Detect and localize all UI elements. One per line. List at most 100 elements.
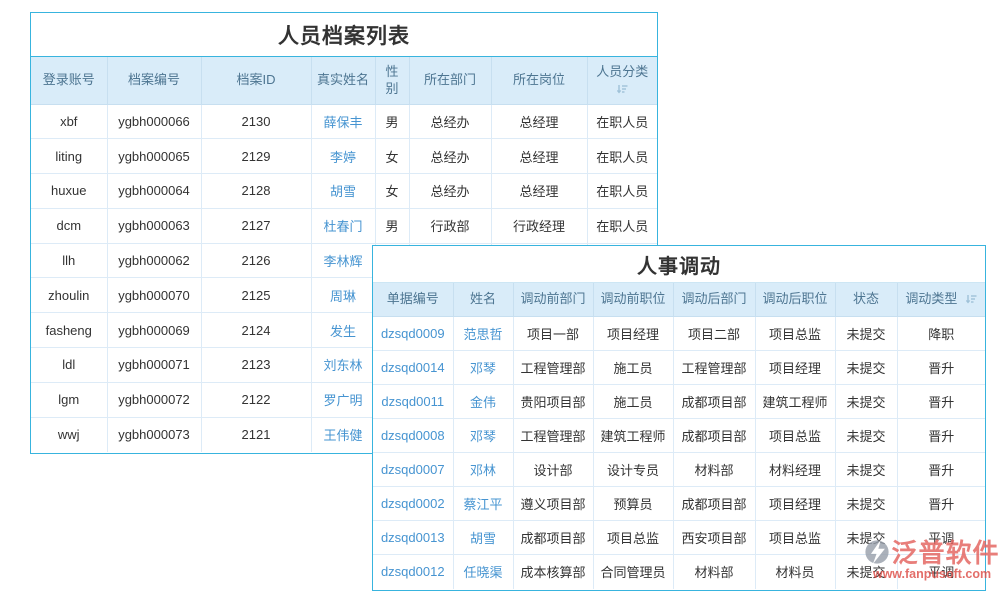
archive-table-row: xbf ygbh000066 2130 薛保丰 男 总经办 总经理 在职人员 — [31, 103, 657, 140]
transfer-table-row: dzsqd0014 邓琴 工程管理部 施工员 工程管理部 项目经理 未提交 晋升 — [373, 349, 985, 385]
cell-document-number-link[interactable]: dzsqd0002 — [373, 485, 454, 522]
col-header-department: 所在部门 — [408, 57, 492, 105]
cell-real-name-link[interactable]: 薛保丰 — [310, 103, 376, 140]
cell-real-name-link[interactable]: 周琳 — [310, 277, 376, 314]
cell-department: 总经办 — [408, 138, 492, 175]
cell-real-name-link[interactable]: 李林辉 — [310, 242, 376, 279]
cell-personnel-category: 在职人员 — [586, 138, 657, 175]
transfer-table-row: dzsqd0009 范思哲 项目一部 项目经理 项目二部 项目总监 未提交 降职 — [373, 315, 985, 351]
col-header-name: 姓名 — [452, 283, 514, 317]
cell-document-number-link[interactable]: dzsqd0008 — [373, 417, 454, 453]
cell-name-link[interactable]: 范思哲 — [452, 315, 514, 351]
cell-real-name-link[interactable]: 刘东林 — [310, 347, 376, 383]
cell-real-name-link[interactable]: 王伟健 — [310, 416, 376, 452]
cell-archive-number: ygbh000066 — [106, 103, 202, 140]
transfer-table-row: dzsqd0012 任晓渠 成本核算部 合同管理员 材料部 材料员 未提交 平调 — [373, 554, 985, 589]
cell-archive-id: 2130 — [200, 103, 312, 140]
cell-login-account: huxue — [31, 173, 108, 209]
cell-transfer-type: 晋升 — [896, 417, 985, 453]
cell-position: 行政经理 — [490, 207, 588, 244]
cell-archive-number: ygbh000064 — [106, 173, 202, 209]
cell-status: 未提交 — [834, 315, 898, 351]
cell-name-link[interactable]: 邓林 — [452, 451, 514, 487]
col-header-status: 状态 — [834, 283, 898, 317]
cell-login-account: ldl — [31, 347, 108, 383]
cell-name-link[interactable]: 蔡江平 — [452, 485, 514, 522]
cell-document-number-link[interactable]: dzsqd0009 — [373, 315, 454, 351]
cell-status: 未提交 — [834, 485, 898, 522]
cell-department: 行政部 — [408, 207, 492, 244]
cell-document-number-link[interactable]: dzsqd0012 — [373, 554, 454, 589]
cell-post-department: 西安项目部 — [672, 520, 756, 556]
cell-post-position: 项目总监 — [754, 315, 836, 351]
cell-archive-id: 2123 — [200, 347, 312, 383]
cell-document-number-link[interactable]: dzsqd0007 — [373, 451, 454, 487]
cell-login-account: llh — [31, 242, 108, 279]
cell-personnel-category: 在职人员 — [586, 103, 657, 140]
cell-pre-department: 项目一部 — [512, 315, 594, 351]
cell-archive-id: 2126 — [200, 242, 312, 279]
personnel-transfer-panel: 人事调动 单据编号 姓名 调动前部门 调动前职位 调动后部门 调动后职位 状态 … — [372, 245, 986, 591]
cell-login-account: xbf — [31, 103, 108, 140]
personnel-category-label: 人员分类 — [596, 64, 649, 80]
cell-document-number-link[interactable]: dzsqd0011 — [373, 383, 454, 419]
cell-gender: 男 — [374, 207, 410, 244]
cell-name-link[interactable]: 金伟 — [452, 383, 514, 419]
cell-pre-department: 贵阳项目部 — [512, 383, 594, 419]
cell-post-position: 项目总监 — [754, 520, 836, 556]
cell-post-department: 成都项目部 — [672, 485, 756, 522]
cell-status: 未提交 — [834, 554, 898, 589]
cell-name-link[interactable]: 胡雪 — [452, 520, 514, 556]
cell-status: 未提交 — [834, 451, 898, 487]
col-header-transfer-type[interactable]: 调动类型 — [896, 283, 985, 317]
cell-pre-position: 建筑工程师 — [592, 417, 674, 453]
transfer-header-row: 单据编号 姓名 调动前部门 调动前职位 调动后部门 调动后职位 状态 调动类型 — [373, 283, 985, 317]
cell-real-name-link[interactable]: 发生 — [310, 312, 376, 349]
transfer-table-row: dzsqd0008 邓琴 工程管理部 建筑工程师 成都项目部 项目总监 未提交 … — [373, 417, 985, 453]
cell-transfer-type: 晋升 — [896, 485, 985, 522]
cell-login-account: wwj — [31, 416, 108, 452]
cell-archive-number: ygbh000073 — [106, 416, 202, 452]
cell-post-department: 成都项目部 — [672, 417, 756, 453]
cell-archive-id: 2125 — [200, 277, 312, 314]
col-header-gender: 性别 — [374, 57, 410, 105]
cell-transfer-type: 平调 — [896, 520, 985, 556]
cell-archive-number: ygbh000070 — [106, 277, 202, 314]
cell-login-account: dcm — [31, 207, 108, 244]
cell-archive-id: 2129 — [200, 138, 312, 175]
col-header-post-position: 调动后职位 — [754, 283, 836, 317]
cell-post-position: 项目经理 — [754, 485, 836, 522]
cell-post-position: 项目总监 — [754, 417, 836, 453]
cell-document-number-link[interactable]: dzsqd0014 — [373, 349, 454, 385]
sort-amount-icon[interactable] — [592, 84, 654, 97]
transfer-table-title: 人事调动 — [373, 246, 985, 283]
cell-archive-number: ygbh000071 — [106, 347, 202, 383]
cell-gender: 男 — [374, 103, 410, 140]
cell-status: 未提交 — [834, 383, 898, 419]
cell-pre-department: 成都项目部 — [512, 520, 594, 556]
cell-pre-position: 设计专员 — [592, 451, 674, 487]
cell-real-name-link[interactable]: 罗广明 — [310, 381, 376, 418]
cell-archive-number: ygbh000072 — [106, 381, 202, 418]
col-header-real-name: 真实姓名 — [310, 57, 376, 105]
cell-post-position: 材料经理 — [754, 451, 836, 487]
cell-archive-number: ygbh000065 — [106, 138, 202, 175]
sort-amount-icon[interactable] — [965, 294, 977, 307]
cell-pre-department: 遵义项目部 — [512, 485, 594, 522]
cell-post-position: 材料员 — [754, 554, 836, 589]
cell-document-number-link[interactable]: dzsqd0013 — [373, 520, 454, 556]
cell-personnel-category: 在职人员 — [586, 173, 657, 209]
cell-transfer-type: 晋升 — [896, 349, 985, 385]
transfer-table: 单据编号 姓名 调动前部门 调动前职位 调动后部门 调动后职位 状态 调动类型 … — [373, 283, 985, 589]
cell-real-name-link[interactable]: 李婷 — [310, 138, 376, 175]
cell-personnel-category: 在职人员 — [586, 207, 657, 244]
cell-real-name-link[interactable]: 杜春门 — [310, 207, 376, 244]
col-header-personnel-category[interactable]: 人员分类 — [586, 57, 657, 105]
cell-name-link[interactable]: 邓琴 — [452, 417, 514, 453]
transfer-table-row: dzsqd0007 邓林 设计部 设计专员 材料部 材料经理 未提交 晋升 — [373, 451, 985, 487]
cell-name-link[interactable]: 任晓渠 — [452, 554, 514, 589]
cell-name-link[interactable]: 邓琴 — [452, 349, 514, 385]
archive-table-row: huxue ygbh000064 2128 胡雪 女 总经办 总经理 在职人员 — [31, 173, 657, 209]
cell-real-name-link[interactable]: 胡雪 — [310, 173, 376, 209]
col-header-login-account: 登录账号 — [31, 57, 108, 105]
